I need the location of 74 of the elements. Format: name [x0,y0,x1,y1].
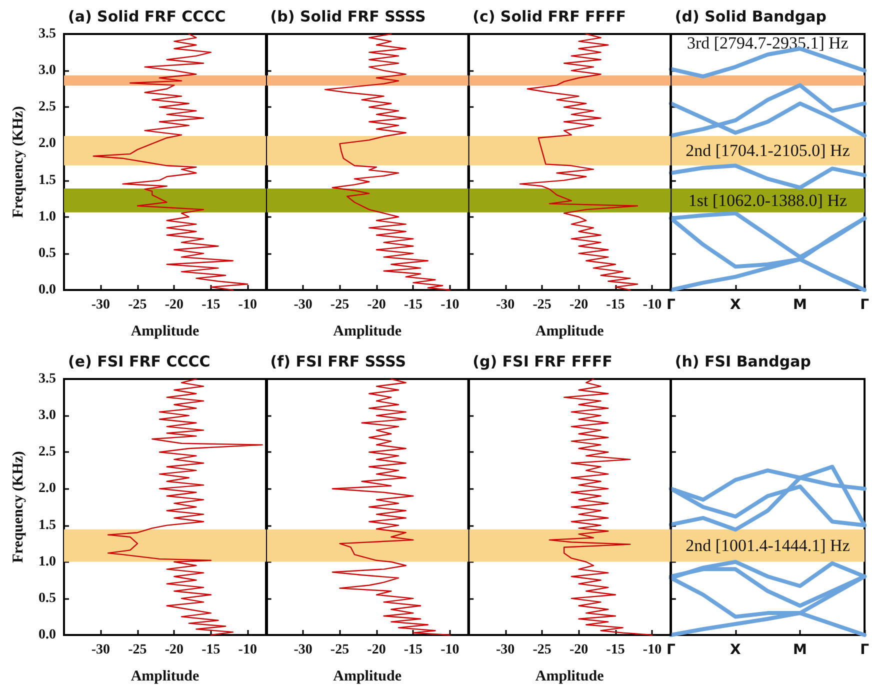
x-tick-label: -10 [440,298,460,312]
x-tick-label: Γ [666,297,676,313]
chart-title: (b) Solid FRF SSSS [270,8,426,26]
x-tick-label: X [730,297,742,313]
y-tick-label: 2.5 [38,100,56,115]
x-tick-label: -10 [642,642,662,658]
band-label: 3rd [2794.7-2935.1] Hz [686,33,849,52]
x-tick-label: -20 [164,298,184,312]
y-axis-title: Frequency (KHz) [10,106,26,218]
x-axis-title: Amplitude [333,324,402,340]
x-tick-label: -25 [532,642,552,658]
x-tick-label: -15 [606,298,625,312]
chart-title: (f) FSI FRF SSSS [270,352,406,370]
x-tick-label: Γ [860,642,870,658]
x-tick-label: -20 [569,642,588,658]
band-label: 2nd [1001.4-1444.1] Hz [686,536,850,556]
x-tick-label: Γ [860,297,870,313]
x-tick-label: -10 [642,298,662,312]
y-tick-label: 3.5 [38,372,56,386]
y-tick-label: 2.5 [38,444,56,460]
chart-title: (d) Solid Bandgap [674,8,827,26]
y-tick-label: 3.0 [38,408,56,424]
chart-title: (c) Solid FRF FFFF [472,8,626,26]
x-tick-label: -30 [294,642,312,658]
y-tick-label: 0.5 [38,246,56,261]
x-tick-label: -10 [440,642,460,658]
y-axis-title: Frequency (KHz) [10,451,26,563]
band-label: 2nd [1704.1-2105.0] Hz [686,141,850,160]
x-tick-label: -25 [330,642,350,658]
y-tick-label: 1.0 [38,209,56,224]
x-tick-label: -20 [367,642,386,658]
x-tick-label: -20 [367,298,386,312]
x-axis-title: Amplitude [130,668,200,684]
y-tick-label: 0.0 [38,282,56,298]
x-tick-label: Γ [666,642,676,658]
x-tick-label: M [793,297,807,313]
y-tick-label: 1.0 [38,554,56,570]
x-tick-label: -10 [238,298,257,312]
y-tick-label: 2.0 [38,136,56,152]
y-tick-label: 3.0 [38,63,56,78]
chart-title: (a) Solid FRF CCCC [68,8,226,26]
y-tick-label: 0.0 [38,628,56,642]
x-tick-label: -30 [91,642,110,658]
x-axis-title: Amplitude [535,324,604,340]
x-tick-label: -25 [128,298,147,312]
x-tick-label: -15 [404,642,423,658]
y-tick-label: 0.5 [38,590,56,606]
x-tick-label: M [793,642,807,658]
x-tick-label: -15 [202,298,220,312]
x-tick-label: -20 [569,298,588,312]
y-tick-label: 2.0 [38,481,56,496]
x-tick-label: -10 [238,642,257,658]
x-tick-label: -30 [496,642,515,658]
x-axis-title: Amplitude [333,668,402,684]
x-tick-label: -15 [202,642,220,658]
y-tick-label: 1.5 [38,172,56,188]
x-axis-title: Amplitude [535,668,604,684]
band-label: 1st [1062.0-1388.0] Hz [688,190,848,210]
x-tick-label: -15 [606,642,625,658]
y-tick-label: 3.5 [38,26,56,42]
x-tick-label: -25 [532,298,552,312]
y-tick-label: 1.5 [38,518,56,533]
x-tick-label: -20 [164,642,184,658]
x-tick-label: -30 [294,298,312,312]
chart-title: (h) FSI Bandgap [674,352,812,370]
chart-title: (e) FSI FRF CCCC [68,352,210,370]
x-tick-label: -30 [496,298,515,312]
x-tick-label: -25 [330,298,350,312]
x-tick-label: -25 [128,642,147,658]
x-axis-title: Amplitude [130,324,200,340]
x-tick-label: -30 [91,298,110,312]
x-tick-label: -15 [404,298,423,312]
x-tick-label: X [730,642,742,658]
chart-title: (g) FSI FRF FFFF [472,352,612,370]
